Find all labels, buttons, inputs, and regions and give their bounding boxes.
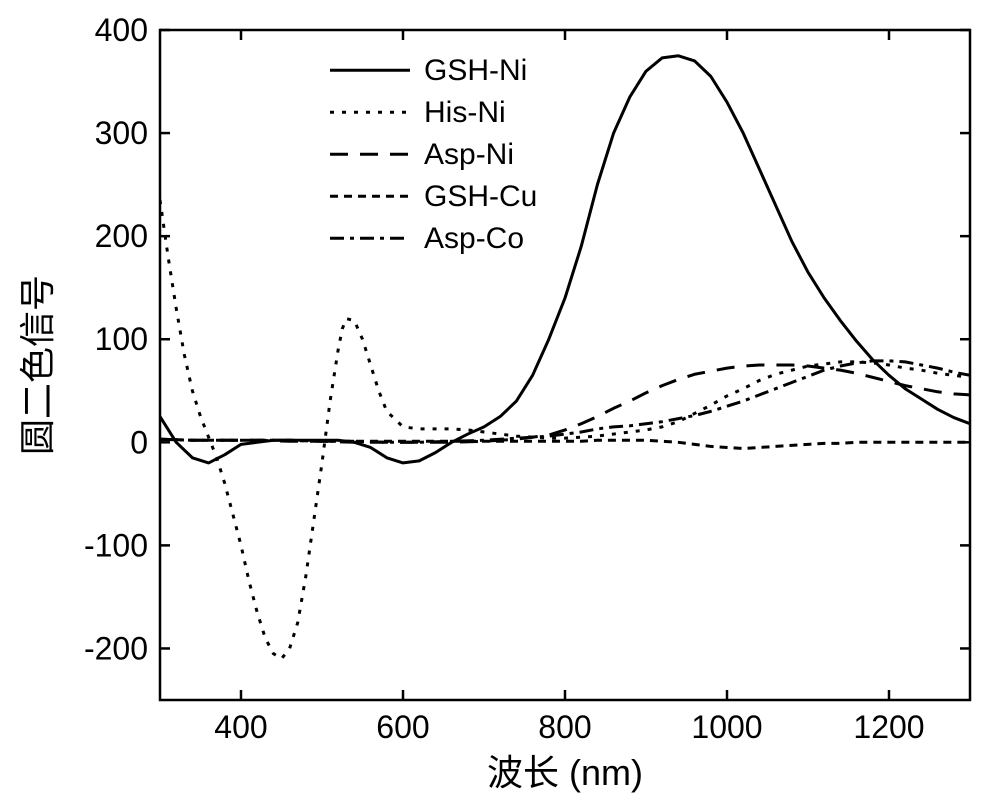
x-tick-label: 1000: [691, 709, 762, 745]
y-axis-label: 圆二色信号: [17, 275, 58, 455]
legend-label-Asp-Co: Asp-Co: [424, 222, 524, 255]
cd-spectrum-chart: 400 600 800 1000 1200 -200 -100 0 100 200 300 400 波长…: [0, 0, 1000, 812]
legend-label-Asp-Ni: Asp-Ni: [424, 138, 514, 171]
chart-svg: 400 600 800 1000 1200 -200 -100 0 100 200 300 400 波长…: [0, 0, 1000, 812]
series-Asp-Ni: [160, 365, 970, 442]
y-tick-label: 0: [130, 424, 148, 460]
series-GSH-Ni: [160, 56, 970, 463]
y-tick-label: -200: [84, 630, 148, 666]
x-tick-label: 400: [214, 709, 267, 745]
y-tick-label: -100: [84, 527, 148, 563]
y-tick-label: 400: [95, 12, 148, 48]
x-tick-label: 800: [538, 709, 591, 745]
x-tick-label: 1200: [853, 709, 924, 745]
legend-label-GSH-Cu: GSH-Cu: [424, 180, 537, 213]
legend-label-His-Ni: His-Ni: [424, 96, 506, 129]
y-tick-label: 100: [95, 321, 148, 357]
legend-label-GSH-Ni: GSH-Ni: [424, 54, 527, 87]
x-axis-label: 波长 (nm): [487, 752, 643, 793]
y-tick-label: 300: [95, 115, 148, 151]
y-tick-label: 200: [95, 218, 148, 254]
x-tick-label: 600: [376, 709, 429, 745]
